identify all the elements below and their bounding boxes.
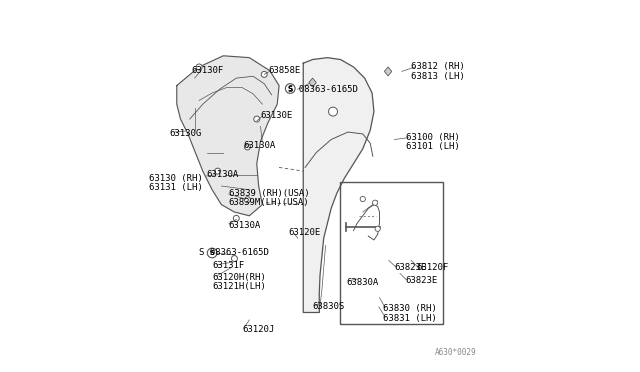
Text: A630*0029: A630*0029 [435,348,476,357]
Text: 63121H(LH): 63121H(LH) [212,282,266,291]
Circle shape [234,215,239,221]
Text: 63130G: 63130G [170,129,202,138]
Text: 63839 (RH)(USA): 63839 (RH)(USA) [229,189,310,198]
Text: 63830 (RH): 63830 (RH) [383,304,437,313]
Text: 63813 (LH): 63813 (LH) [411,72,465,81]
Circle shape [360,196,365,202]
Polygon shape [385,67,392,76]
Text: 63100 (RH): 63100 (RH) [406,133,460,142]
Circle shape [261,71,267,77]
Text: 63101 (LH): 63101 (LH) [406,142,460,151]
Text: 63130A: 63130A [207,170,239,179]
Circle shape [375,226,380,231]
Polygon shape [177,56,279,216]
Circle shape [207,248,217,258]
Bar [340,182,443,324]
Text: S: S [210,250,214,256]
Circle shape [232,256,237,262]
Text: 63131F: 63131F [212,262,244,270]
Text: 63823E: 63823E [394,263,427,272]
Polygon shape [303,58,374,312]
Text: S 08363-6165D: S 08363-6165D [199,248,269,257]
Text: S: S [288,86,292,92]
Text: 63130 (RH): 63130 (RH) [149,174,203,183]
Text: 63812 (RH): 63812 (RH) [411,62,465,71]
Text: 63120F: 63120F [417,263,449,272]
Text: 63131 (LH): 63131 (LH) [149,183,203,192]
Text: 63831 (LH): 63831 (LH) [383,314,437,323]
Text: 63830A: 63830A [346,278,378,287]
Text: 63839M(LH)(USA): 63839M(LH)(USA) [229,198,310,207]
Text: 63130F: 63130F [191,66,224,75]
Circle shape [254,116,260,122]
Text: 63858E: 63858E [268,66,300,75]
Circle shape [244,144,250,150]
Text: 63120H(RH): 63120H(RH) [212,273,266,282]
Circle shape [328,107,337,116]
Text: 63830S: 63830S [312,302,345,311]
Text: 63130A: 63130A [244,141,276,150]
Circle shape [215,168,221,174]
Polygon shape [309,78,316,87]
Text: 63130A: 63130A [229,221,261,230]
Circle shape [372,200,378,205]
Circle shape [285,84,295,93]
Circle shape [244,197,250,203]
Text: S 08363-6165D: S 08363-6165D [289,85,358,94]
Text: 63120J: 63120J [242,325,274,334]
Circle shape [196,64,202,70]
Circle shape [310,80,315,85]
Text: 63120E: 63120E [289,228,321,237]
Text: 63130E: 63130E [260,111,292,120]
Text: 63823E: 63823E [406,276,438,285]
